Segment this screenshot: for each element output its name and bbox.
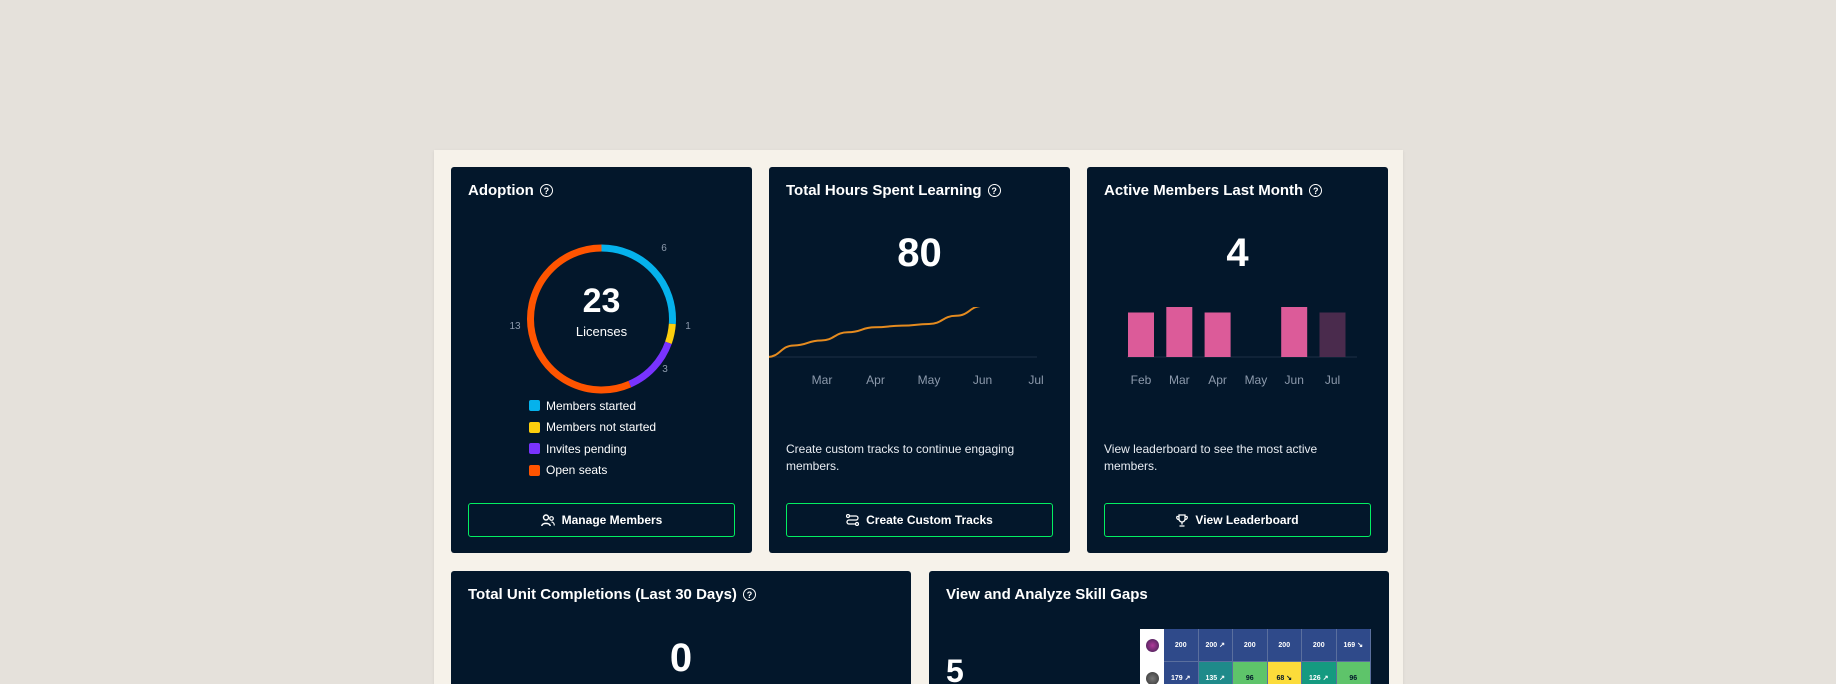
donut-segment bbox=[665, 323, 676, 344]
line-x-tick-label: Mar bbox=[812, 373, 833, 387]
donut-label-members-not-started: 1 bbox=[685, 321, 691, 332]
line-x-tick-label: Jul bbox=[1028, 373, 1043, 387]
bar bbox=[1128, 312, 1154, 357]
adoption-total: 23 bbox=[582, 282, 621, 320]
bar-x-tick-label: Mar bbox=[1169, 373, 1190, 387]
hours-value: 80 bbox=[897, 231, 942, 275]
trophy-icon bbox=[1176, 513, 1189, 527]
users-icon bbox=[540, 513, 555, 526]
create-custom-tracks-button[interactable]: Create Custom Tracks bbox=[786, 503, 1053, 537]
matrix-cell: 200 ↗ bbox=[1198, 629, 1233, 662]
active-members-bar-chart: Feb Mar Apr May Jun Jul bbox=[1127, 307, 1357, 387]
avatar bbox=[1140, 629, 1164, 662]
manage-members-button[interactable]: Manage Members bbox=[468, 503, 735, 537]
bar-x-tick-label: May bbox=[1245, 373, 1268, 387]
active-members-title-text: Active Members Last Month bbox=[1104, 182, 1304, 199]
question-circle-icon[interactable]: ? bbox=[1309, 184, 1323, 197]
skill-gaps-title-text: View and Analyze Skill Gaps bbox=[946, 586, 1148, 603]
matrix-cell: 96 bbox=[1336, 662, 1371, 684]
skill-gaps-matrix[interactable]: 200 200 ↗ 200 200 200 169 ↘ 179 ↗ 135 ↗ 96 68 ↘ 1… bbox=[1140, 629, 1371, 684]
bar-x-tick-label: Apr bbox=[1208, 373, 1227, 387]
bar-x-tick-label: Feb bbox=[1131, 373, 1152, 387]
legend-label: Invites pending bbox=[546, 441, 627, 456]
bar bbox=[1281, 307, 1308, 357]
question-circle-icon[interactable]: ? bbox=[742, 588, 756, 601]
donut-label-members-started: 6 bbox=[661, 243, 667, 254]
bar-x-tick-label: Jul bbox=[1325, 373, 1340, 387]
line-series bbox=[769, 307, 982, 358]
matrix-row: 179 ↗ 135 ↗ 96 68 ↘ 126 ↗ 96 bbox=[1140, 662, 1371, 684]
matrix-cell: 179 ↗ bbox=[1164, 662, 1199, 684]
adoption-title-text: Adoption bbox=[468, 182, 534, 199]
donut-segment bbox=[601, 244, 676, 325]
skill-gaps-card: View and Analyze Skill Gaps 5 200 200 ↗ 20… bbox=[929, 571, 1389, 684]
unit-completions-card: Total Unit Completions (Last 30 Days) ? … bbox=[451, 571, 911, 684]
matrix-cell: 200 bbox=[1302, 629, 1337, 662]
line-x-tick-label: May bbox=[918, 373, 941, 387]
bar bbox=[1319, 312, 1346, 357]
legend-swatch bbox=[529, 421, 540, 433]
adoption-total-label: Licenses bbox=[575, 324, 628, 339]
bar bbox=[1204, 312, 1231, 357]
legend-swatch bbox=[529, 443, 540, 455]
matrix-cell: 135 ↗ bbox=[1198, 662, 1233, 684]
skill-gaps-value: 5 bbox=[946, 653, 964, 684]
legend-label: Members not started bbox=[546, 420, 657, 435]
legend-label: Open seats bbox=[546, 463, 608, 478]
legend-swatch bbox=[529, 464, 540, 476]
unit-completions-title: Total Unit Completions (Last 30 Days) ? bbox=[468, 586, 756, 603]
matrix-cell: 68 ↘ bbox=[1267, 662, 1302, 684]
legend-swatch bbox=[529, 400, 540, 412]
manage-members-label: Manage Members bbox=[561, 513, 663, 527]
skill-gaps-title: View and Analyze Skill Gaps bbox=[946, 586, 1148, 603]
matrix-cell: 200 bbox=[1233, 629, 1268, 662]
view-leaderboard-label: View Leaderboard bbox=[1195, 513, 1299, 527]
hours-title: Total Hours Spent Learning ? bbox=[786, 182, 1001, 199]
question-circle-icon[interactable]: ? bbox=[539, 184, 553, 197]
hours-card: Total Hours Spent Learning ? 80 Mar Apr Ma… bbox=[769, 167, 1070, 553]
bar-x-tick-label: Jun bbox=[1285, 373, 1304, 387]
line-x-tick-label: Apr bbox=[866, 373, 885, 387]
matrix-cell: 200 bbox=[1267, 629, 1302, 662]
adoption-title: Adoption ? bbox=[468, 182, 553, 199]
dashboard-panel: Adoption ? 6 1 3 13 23 Licenses Members … bbox=[434, 150, 1403, 684]
route-icon bbox=[846, 514, 860, 526]
question-circle-icon[interactable]: ? bbox=[987, 184, 1001, 197]
hours-description: Create custom tracks to continue engagin… bbox=[786, 442, 1015, 473]
legend-item: Open seats bbox=[529, 460, 656, 482]
adoption-donut-chart: 6 1 3 13 bbox=[509, 243, 691, 394]
line-x-tick-label: Jun bbox=[973, 373, 992, 387]
matrix-row: 200 200 ↗ 200 200 200 169 ↘ bbox=[1140, 629, 1371, 662]
donut-segment bbox=[527, 244, 632, 394]
legend-item: Members started bbox=[529, 395, 656, 417]
bar bbox=[1166, 307, 1193, 357]
unit-completions-title-text: Total Unit Completions (Last 30 Days) bbox=[468, 586, 737, 603]
adoption-legend: Members started Members not started Invi… bbox=[529, 395, 656, 481]
avatar bbox=[1140, 662, 1164, 684]
legend-label: Members started bbox=[546, 398, 637, 413]
legend-item: Members not started bbox=[529, 417, 656, 439]
matrix-cell: 200 bbox=[1164, 629, 1199, 662]
adoption-card: Adoption ? 6 1 3 13 23 Licenses Members … bbox=[451, 167, 752, 553]
unit-completions-value: 0 bbox=[669, 636, 693, 680]
active-members-title: Active Members Last Month ? bbox=[1104, 182, 1323, 199]
donut-label-invites-pending: 3 bbox=[662, 364, 668, 375]
active-members-value: 4 bbox=[1226, 231, 1249, 275]
legend-item: Invites pending bbox=[529, 438, 656, 460]
donut-segment bbox=[628, 341, 672, 388]
hours-title-text: Total Hours Spent Learning bbox=[786, 182, 982, 199]
hours-line-chart: Mar Apr May Jun Jul bbox=[769, 307, 1044, 387]
matrix-cell: 96 bbox=[1233, 662, 1268, 684]
create-custom-tracks-label: Create Custom Tracks bbox=[866, 513, 993, 527]
donut-label-open-seats: 13 bbox=[509, 321, 521, 332]
matrix-cell: 126 ↗ bbox=[1302, 662, 1337, 684]
active-members-description: View leaderboard to see the most active … bbox=[1104, 442, 1318, 473]
view-leaderboard-button[interactable]: View Leaderboard bbox=[1104, 503, 1371, 537]
active-members-card: Active Members Last Month ? 4 Feb Mar Apr M… bbox=[1087, 167, 1388, 553]
matrix-cell: 169 ↘ bbox=[1336, 629, 1371, 662]
